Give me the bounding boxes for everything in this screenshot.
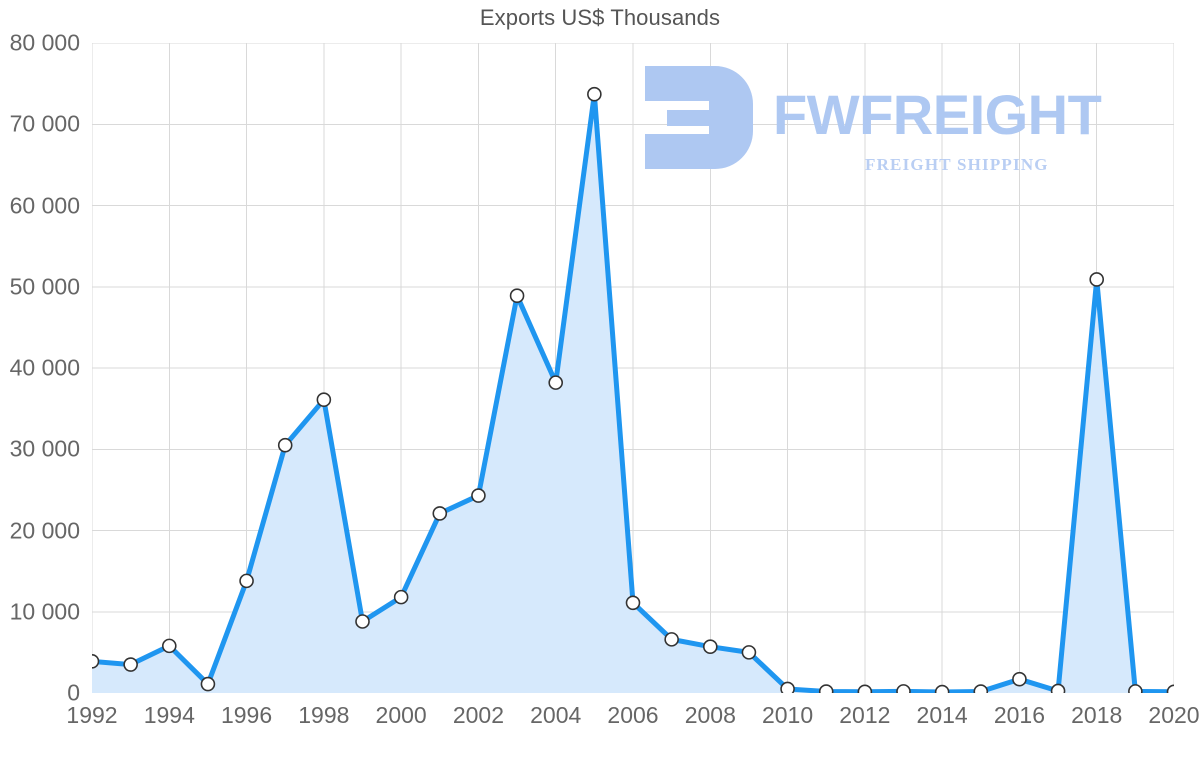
data-point-marker[interactable] bbox=[896, 684, 911, 693]
data-point-marker[interactable] bbox=[393, 589, 409, 605]
x-axis-tick-label: 2012 bbox=[839, 702, 891, 728]
y-axis: 0 10 000 20 000 30 000 40 000 50 000 60 000 70 … bbox=[0, 30, 80, 706]
y-axis-tick-label: 70 000 bbox=[9, 110, 80, 137]
data-point-marker[interactable] bbox=[818, 684, 834, 693]
data-point-marker[interactable] bbox=[857, 684, 873, 693]
data-point-marker[interactable] bbox=[587, 86, 602, 102]
chart-title: Exports US$ Thousands bbox=[479, 5, 721, 30]
y-axis-tick-label: 60 000 bbox=[9, 192, 80, 218]
plot-area: FWFREIGHT FREIGHT SHIPPING bbox=[92, 43, 1174, 693]
data-point-marker[interactable] bbox=[741, 645, 757, 660]
data-point-marker[interactable] bbox=[973, 684, 989, 693]
y-axis-tick-label: 50 000 bbox=[9, 273, 80, 300]
data-point-marker[interactable] bbox=[1089, 272, 1105, 287]
data-point-marker[interactable] bbox=[355, 614, 370, 629]
data-series bbox=[92, 86, 1175, 693]
y-axis-tick-label: 30 000 bbox=[9, 435, 80, 462]
x-axis: 1992 1994 1996 1998 2000 2002 2004 2006 2008 2010… bbox=[66, 702, 1199, 742]
y-axis-tick-label: 0 bbox=[67, 679, 80, 706]
data-point-marker[interactable] bbox=[780, 681, 795, 693]
data-point-marker[interactable] bbox=[664, 632, 679, 647]
x-axis-tick-label: 2010 bbox=[761, 702, 814, 728]
data-point-marker[interactable] bbox=[277, 437, 293, 453]
y-axis-tick-label: 80 000 bbox=[9, 29, 80, 56]
x-axis-tick-label: 1992 bbox=[66, 702, 118, 728]
data-point-marker[interactable] bbox=[200, 676, 216, 692]
data-point-marker[interactable] bbox=[123, 657, 138, 672]
data-point-marker[interactable] bbox=[548, 375, 564, 390]
data-point-marker[interactable] bbox=[161, 638, 177, 654]
x-axis-tick-label: 1996 bbox=[220, 702, 273, 728]
x-axis-tick-label: 2008 bbox=[684, 702, 736, 728]
data-point-marker[interactable] bbox=[432, 506, 448, 521]
x-axis-tick-label: 1998 bbox=[298, 702, 350, 728]
x-axis-tick-label: 2004 bbox=[530, 702, 582, 728]
y-axis-tick-label: 40 000 bbox=[9, 354, 80, 381]
data-point-marker[interactable] bbox=[934, 684, 950, 693]
x-axis-tick-label: 2016 bbox=[993, 702, 1046, 728]
x-axis-tick-label: 2014 bbox=[916, 702, 968, 728]
x-axis-tick-label: 2020 bbox=[1148, 702, 1200, 728]
x-axis-tick-label: 2006 bbox=[607, 702, 659, 728]
data-point-marker[interactable] bbox=[509, 288, 525, 303]
y-axis-tick-label: 20 000 bbox=[9, 517, 80, 543]
x-axis-tick-label: 2002 bbox=[452, 702, 505, 728]
y-axis-tick-label: 10 000 bbox=[9, 598, 80, 625]
data-point-marker[interactable] bbox=[316, 392, 332, 407]
data-point-marker[interactable] bbox=[1166, 684, 1175, 693]
x-axis-tick-label: 2018 bbox=[1071, 702, 1123, 728]
x-axis-tick-label: 1994 bbox=[143, 702, 195, 728]
data-point-marker[interactable] bbox=[702, 639, 718, 654]
data-point-marker[interactable] bbox=[1128, 684, 1143, 693]
data-point-marker[interactable] bbox=[625, 595, 641, 611]
data-point-marker[interactable] bbox=[92, 654, 100, 669]
data-point-marker[interactable] bbox=[239, 573, 254, 589]
data-point-marker[interactable] bbox=[1050, 683, 1066, 693]
x-axis-tick-label: 2000 bbox=[375, 702, 427, 728]
data-point-marker[interactable] bbox=[1012, 671, 1027, 687]
data-point-marker[interactable] bbox=[471, 488, 486, 503]
